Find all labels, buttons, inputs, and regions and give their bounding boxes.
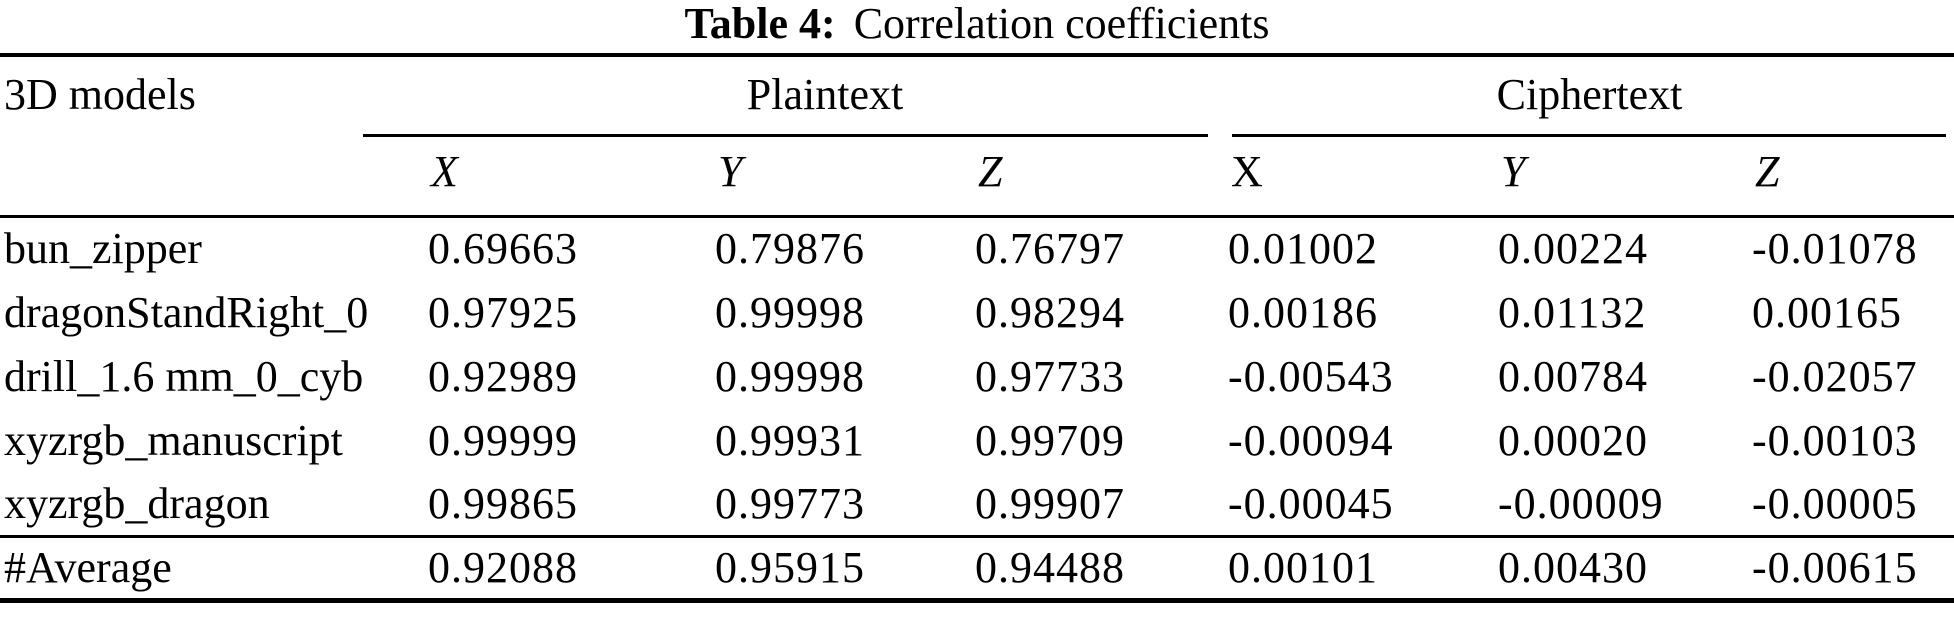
average-value-cell: 0.95915 — [712, 534, 972, 603]
group-header-plaintext: Plaintext — [746, 70, 904, 119]
table-row-xyzrgb-manuscript: xyzrgb_manuscript 0.99999 0.99931 0.9970… — [0, 408, 1954, 472]
ciphertext-z-header: Z — [1755, 147, 1780, 197]
table-header: 3D models Plaintext Ciphertext X Y Z X Y… — [0, 55, 1954, 216]
value-cell: -0.00094 — [1228, 415, 1394, 465]
value-cell: -0.00009 — [1498, 478, 1664, 528]
value-cell: 0.99709 — [975, 415, 1125, 465]
value-cell: 0.00224 — [1495, 214, 1750, 280]
value-cell: -0.02057 — [1752, 351, 1918, 401]
value-cell: 0.97733 — [975, 351, 1125, 401]
ciphertext-y-header: Y — [1501, 147, 1526, 197]
value-cell: 0.00186 — [1228, 287, 1379, 337]
ciphertext-x-header: X — [1231, 147, 1263, 197]
table-caption: Table 4: Correlation coefficients — [0, 0, 1954, 53]
table-wrapper: 3D models Plaintext Ciphertext X Y Z X Y… — [0, 53, 1954, 603]
value-cell: 0.00784 — [1498, 351, 1649, 401]
plaintext-column-rule — [363, 134, 1208, 137]
ciphertext-column-rule — [1232, 134, 1946, 137]
value-cell: -0.00103 — [1752, 415, 1918, 465]
table-body: bun_zipper 0.69663 0.79876 0.76797 0.010… — [0, 214, 1954, 603]
average-value-cell: 0.00101 — [1225, 534, 1496, 603]
value-cell: 0.98294 — [975, 287, 1125, 337]
model-name-cell: drill_1.6 mm_0_cyb — [4, 351, 364, 401]
table-row-bun-zipper: bun_zipper 0.69663 0.79876 0.76797 0.010… — [0, 214, 1954, 280]
model-name-cell: bun_zipper — [0, 214, 425, 280]
group-header-ciphertext: Ciphertext — [1496, 70, 1683, 119]
value-cell: 0.00020 — [1498, 415, 1649, 465]
average-value-cell: -0.00615 — [1749, 534, 1954, 603]
value-cell: 0.99999 — [428, 415, 578, 465]
value-cell: 0.99998 — [715, 287, 865, 337]
model-name-cell: xyzrgb_dragon — [4, 478, 270, 528]
value-cell: 0.92989 — [428, 351, 578, 401]
plaintext-y-header: Y — [718, 147, 743, 197]
value-cell: -0.00543 — [1228, 351, 1394, 401]
value-cell: 0.99998 — [715, 351, 865, 401]
value-cell: 0.97925 — [428, 287, 578, 337]
plaintext-z-header: Z — [978, 147, 1003, 197]
group-header-row: 3D models Plaintext Ciphertext — [0, 55, 1954, 135]
value-cell: 0.01002 — [1225, 214, 1496, 280]
average-label-cell: #Average — [0, 534, 425, 603]
row-header-3d-models: 3D models — [4, 70, 196, 119]
average-value-cell: 0.94488 — [972, 534, 1226, 603]
table-caption-label: Table 4: — [684, 0, 836, 48]
value-cell: 0.99907 — [975, 478, 1125, 528]
value-cell: 0.99865 — [428, 478, 578, 528]
model-name-cell: dragonStandRight_0 — [4, 287, 369, 337]
value-cell: 0.99773 — [715, 478, 865, 528]
model-name-cell: xyzrgb_manuscript — [4, 415, 343, 465]
empty-cell — [0, 135, 425, 216]
value-cell: 0.01132 — [1498, 287, 1647, 337]
table-row-average: #Average 0.92088 0.95915 0.94488 0.00101… — [0, 534, 1954, 603]
table-row-xyzrgb-dragon: xyzrgb_dragon 0.99865 0.99773 0.99907 -0… — [0, 472, 1954, 536]
correlation-table: 3D models Plaintext Ciphertext X Y Z X Y… — [0, 53, 1954, 603]
value-cell: 0.79876 — [712, 214, 972, 280]
plaintext-x-header: X — [431, 147, 458, 197]
average-value-cell: 0.92088 — [425, 534, 712, 603]
value-cell: 0.69663 — [425, 214, 712, 280]
average-value-cell: 0.00430 — [1495, 534, 1750, 603]
value-cell: -0.00045 — [1228, 478, 1394, 528]
axis-header-row: X Y Z X Y Z — [0, 135, 1954, 216]
value-cell: 0.99931 — [715, 415, 865, 465]
table-row-drill: drill_1.6 mm_0_cyb 0.92989 0.99998 0.977… — [0, 344, 1954, 408]
value-cell: 0.00165 — [1752, 287, 1903, 337]
table-row-dragonstandright-0: dragonStandRight_0 0.97925 0.99998 0.982… — [0, 280, 1954, 344]
value-cell: 0.76797 — [972, 214, 1226, 280]
value-cell: -0.01078 — [1749, 214, 1954, 280]
value-cell: -0.00005 — [1752, 478, 1918, 528]
table-caption-text: Correlation coefficients — [853, 0, 1270, 48]
